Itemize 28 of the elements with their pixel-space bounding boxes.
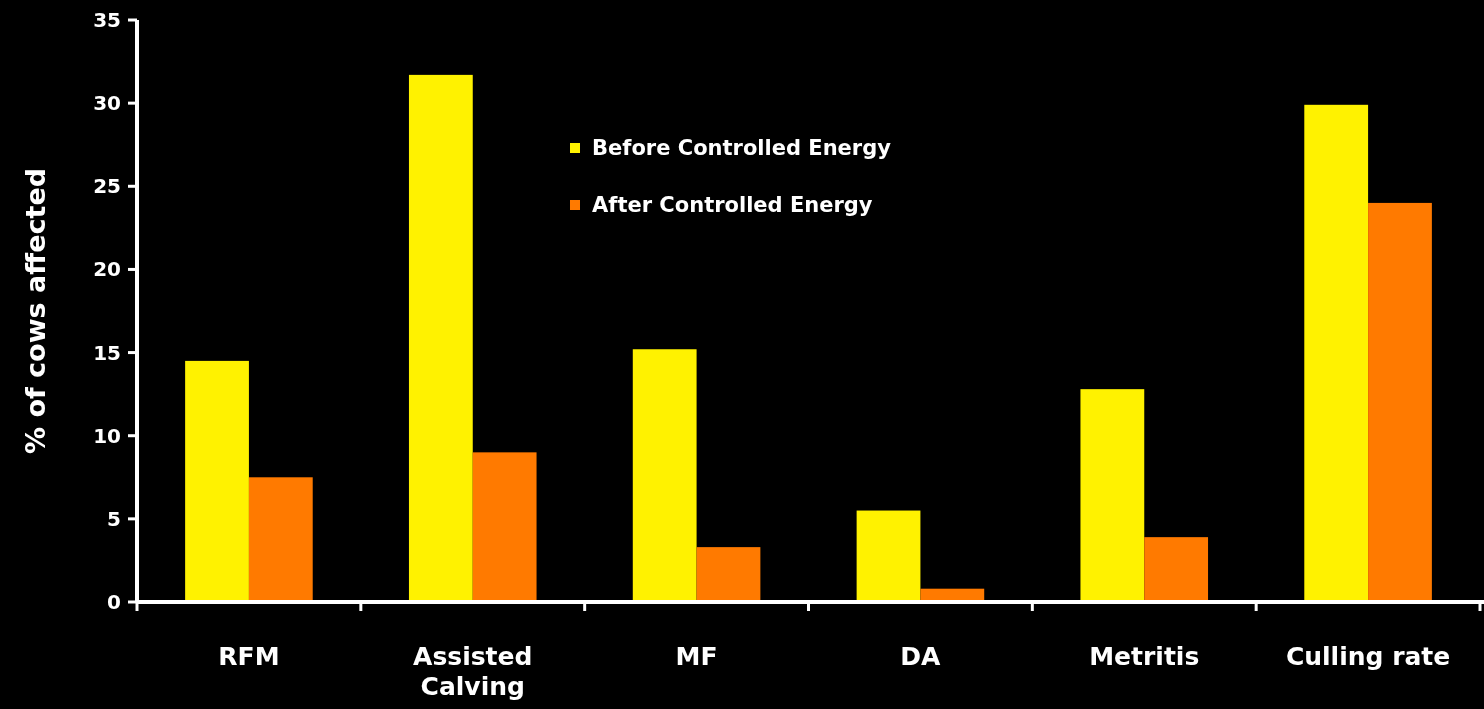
x-tick-label: Metritis [1089,642,1200,671]
bar [248,477,313,602]
bar [632,349,697,602]
bar [1304,104,1369,602]
bar [1080,389,1145,602]
y-tick-label: 30 [93,91,121,116]
bar [1368,202,1432,602]
bar [856,510,921,602]
y-tick-label: 5 [107,506,121,531]
x-tick-label: MF [675,642,718,671]
y-tick-label: 20 [93,257,121,282]
bar [472,452,537,602]
y-tick-label: 35 [93,8,121,32]
bar [408,74,473,602]
bar [1144,537,1209,602]
y-tick-label: 10 [93,423,121,448]
x-tick-label: RFM [218,642,280,671]
y-tick-label: 25 [93,174,121,199]
x-tick-label: Culling rate [1285,642,1451,671]
y-tick-label: 15 [93,340,121,365]
y-axis-title: % of cows affected [20,167,51,455]
x-tick-label: DA [900,642,942,671]
legend-label: Before Controlled Energy [592,136,892,161]
y-tick-label: 0 [107,590,121,614]
bar [696,547,761,602]
legend-label: After Controlled Energy [592,193,873,218]
x-tick-label: Assisted Calving [413,642,533,701]
bar [185,360,249,602]
